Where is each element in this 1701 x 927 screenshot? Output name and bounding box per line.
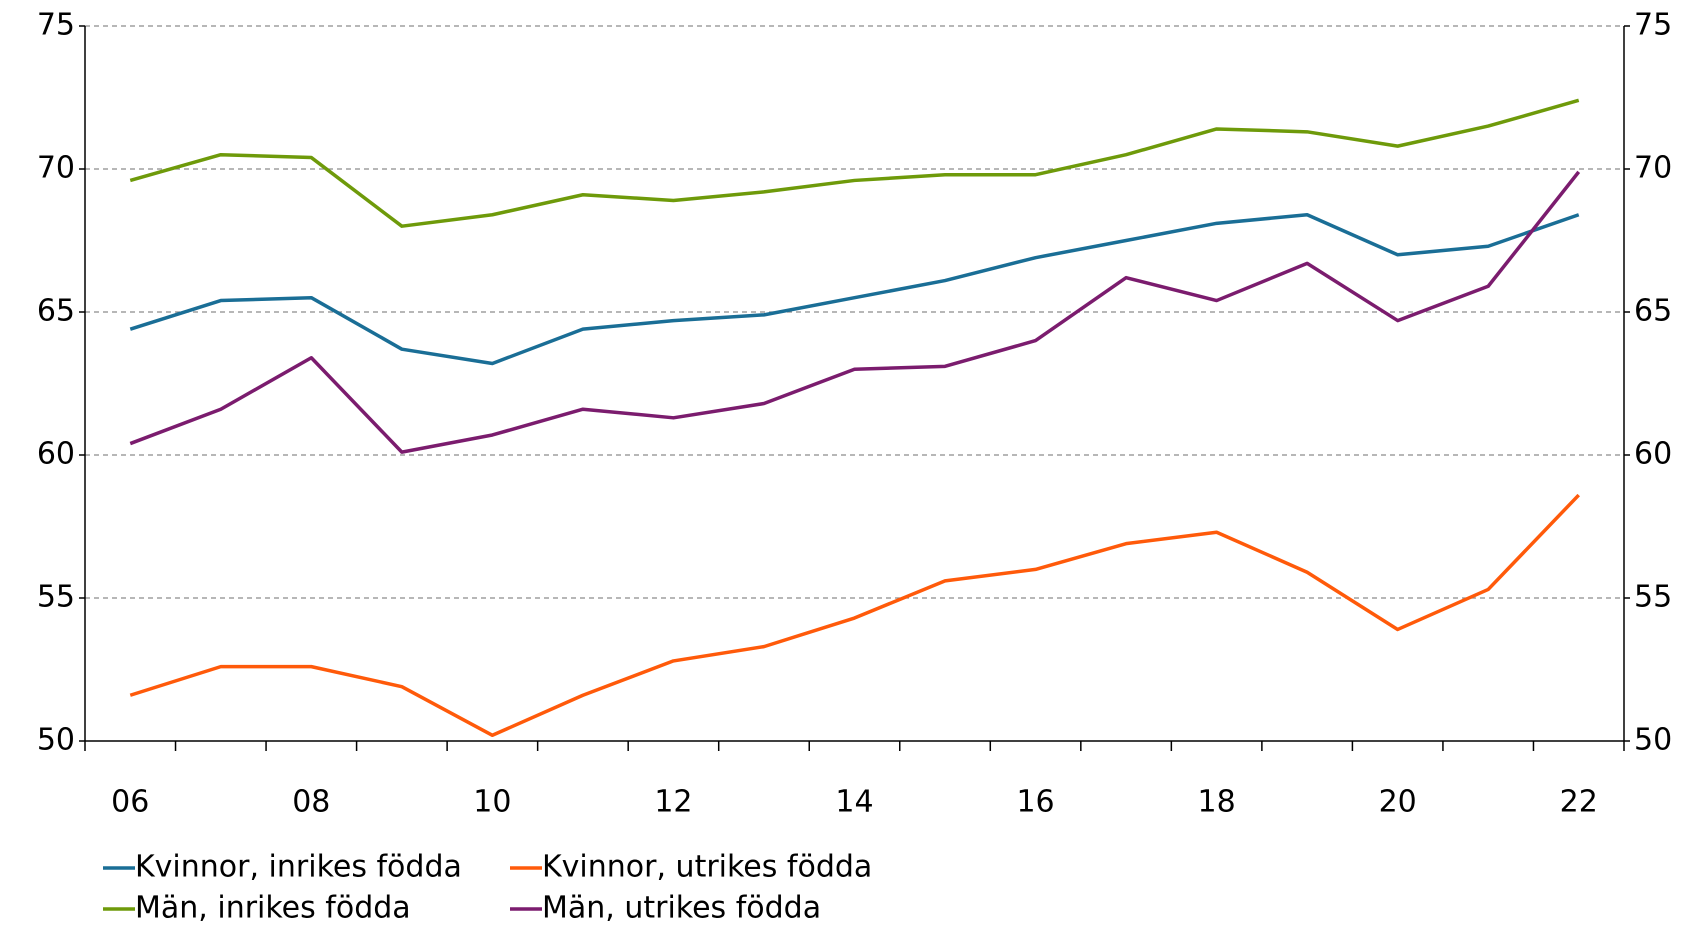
- x-tick-label: 16: [1016, 785, 1054, 820]
- series-line: [129, 170, 1581, 454]
- y2-tick-label: 75: [1634, 8, 1672, 43]
- series-line: [129, 493, 1581, 738]
- y-tick-label: 75: [37, 8, 75, 43]
- legend-label: Kvinnor, inrikes födda: [135, 850, 462, 885]
- x-tick-label: 14: [835, 785, 873, 820]
- series-line: [129, 98, 1580, 228]
- series-line: [129, 213, 1580, 366]
- x-tick-label: 20: [1379, 785, 1417, 820]
- x-tick-label: 18: [1198, 785, 1236, 820]
- y-tick-label: 50: [37, 723, 75, 758]
- x-tick-label: 10: [473, 785, 511, 820]
- legend-label: Män, inrikes födda: [135, 891, 411, 926]
- x-tick-label: 08: [292, 785, 330, 820]
- y2-tick-label: 65: [1634, 294, 1672, 329]
- x-tick-label: 22: [1560, 785, 1598, 820]
- y2-tick-label: 50: [1634, 723, 1672, 758]
- x-tick-label: 06: [111, 785, 149, 820]
- y-tick-label: 70: [37, 151, 75, 186]
- x-tick-label: 12: [654, 785, 692, 820]
- y2-tick-label: 55: [1634, 580, 1672, 615]
- y-tick-label: 60: [37, 437, 75, 472]
- y2-tick-label: 60: [1634, 437, 1672, 472]
- legend-label: Män, utrikes födda: [542, 891, 821, 926]
- y-tick-label: 65: [37, 294, 75, 329]
- legend-label: Kvinnor, utrikes födda: [542, 850, 872, 885]
- y-tick-label: 55: [37, 580, 75, 615]
- y2-tick-label: 70: [1634, 151, 1672, 186]
